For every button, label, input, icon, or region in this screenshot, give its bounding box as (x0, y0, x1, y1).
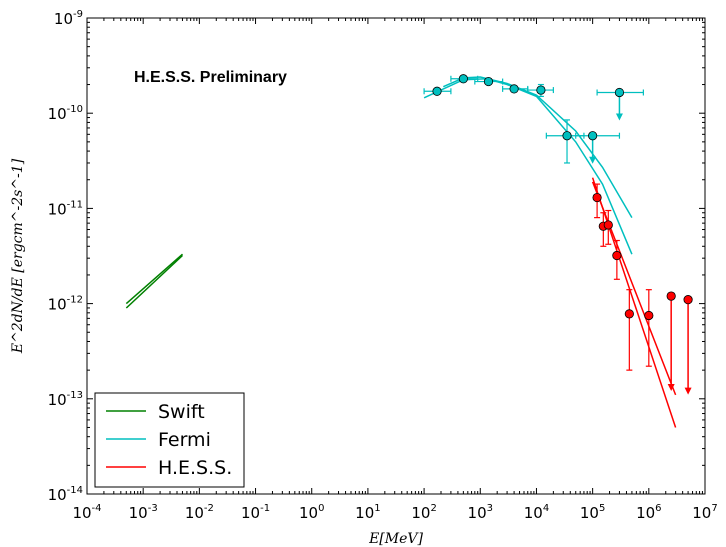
y-tick-label: 10-9 (54, 9, 83, 28)
hess-model-line (591, 181, 677, 396)
fermi-data-point (432, 86, 442, 96)
x-tick-base: 10 (129, 504, 148, 522)
y-tick-label: 10-12 (48, 295, 83, 314)
legend-box (94, 392, 245, 488)
fermi-data-point (562, 131, 572, 141)
x-tick-label: 101 (355, 503, 380, 522)
hess-data-point (624, 309, 634, 319)
x-tick-base: 10 (185, 504, 204, 522)
y-axis-label: E^2dN/dE [ergcm^-2s^-1] (10, 158, 26, 354)
x-tick-label: 10-1 (241, 503, 270, 522)
y-tick-label: 10-11 (48, 199, 83, 218)
y-tick-exponent: -10 (67, 104, 83, 115)
x-tick-label: 103 (468, 503, 493, 522)
x-tick-label: 100 (299, 503, 324, 522)
x-tick-exponent: 3 (487, 503, 493, 514)
x-axis-label: E[MeV] (368, 531, 423, 547)
data-marks (125, 74, 693, 428)
x-tick-exponent: 6 (655, 503, 661, 514)
hess-upper-limit-head (684, 387, 692, 395)
annotation-label: H.E.S.S. Preliminary (134, 69, 287, 86)
hess-data-point (683, 295, 693, 305)
legend-hess-label: H.E.S.S. (158, 457, 232, 479)
series-fermi (423, 74, 644, 255)
y-tick-exponent: -13 (67, 390, 83, 401)
x-tick-exponent: -3 (148, 503, 158, 514)
fermi-data-point (509, 84, 519, 94)
x-tick-label: 104 (524, 503, 549, 522)
hess-data-point (612, 250, 622, 261)
x-tick-exponent: -1 (260, 503, 270, 514)
fermi-data-point (483, 76, 494, 87)
x-tick-label: 10-4 (72, 503, 101, 522)
y-tick-label: 10-13 (48, 390, 83, 409)
y-tick-base: 10 (48, 486, 67, 504)
fermi-data-point (458, 74, 468, 84)
fermi-data-point (536, 85, 546, 95)
y-tick-label: 10-14 (48, 485, 83, 504)
legend-swift-label: Swift (158, 401, 205, 423)
hess-data-point (603, 220, 613, 230)
fermi-data-point (614, 87, 625, 98)
x-tick-label: 105 (580, 503, 605, 522)
fermi-upper-limit-head (615, 113, 623, 121)
x-tick-exponent: 1 (374, 503, 380, 514)
x-tick-base: 10 (580, 504, 599, 522)
x-tick-base: 10 (72, 504, 91, 522)
x-tick-base: 10 (411, 504, 430, 522)
y-tick-exponent: -9 (73, 9, 83, 20)
x-tick-base: 10 (355, 504, 374, 522)
x-tick-exponent: 4 (543, 503, 549, 514)
x-tick-base: 10 (636, 504, 655, 522)
fermi-upper-limit-head (589, 156, 597, 164)
x-tick-exponent: -2 (204, 503, 214, 514)
x-tick-exponent: 5 (599, 503, 605, 514)
x-tick-base: 10 (468, 504, 487, 522)
y-tick-exponent: -14 (67, 485, 83, 496)
y-tick-base: 10 (48, 105, 67, 123)
y-tick-exponent: -12 (67, 295, 83, 306)
x-tick-label: 107 (692, 503, 717, 522)
x-tick-label: 106 (636, 503, 661, 522)
x-tick-exponent: -4 (92, 503, 102, 514)
swift-model-line (125, 253, 183, 305)
hess-upper-limit-head (667, 384, 675, 392)
series-hess (591, 177, 693, 428)
fermi-data-point (588, 131, 598, 141)
y-tick-base: 10 (54, 10, 73, 28)
y-tick-base: 10 (48, 296, 67, 314)
y-tick-exponent: -11 (67, 199, 83, 210)
x-tick-exponent: 7 (711, 503, 717, 514)
x-tick-label: 102 (411, 503, 436, 522)
x-tick-base: 10 (241, 504, 260, 522)
y-tick-base: 10 (48, 391, 67, 409)
x-tick-base: 10 (524, 504, 543, 522)
hess-data-point (644, 310, 654, 321)
hess-data-point (666, 291, 676, 301)
x-tick-labels: 10-4 10-3 10-2 10-1 100 101 102 103 104 105 106 107 (72, 503, 717, 522)
x-tick-label: 10-3 (129, 503, 158, 522)
plot-frame (86, 17, 706, 495)
legend: Swift Fermi H.E.S.S. (94, 392, 245, 488)
x-tick-exponent: 0 (318, 503, 324, 514)
swift-model-line (125, 254, 184, 309)
x-tick-label: 10-2 (185, 503, 214, 522)
hess-data-point (592, 192, 602, 203)
x-tick-base: 10 (299, 504, 318, 522)
legend-fermi-label: Fermi (158, 429, 211, 451)
series-swift (125, 253, 184, 309)
x-tick-base: 10 (692, 504, 711, 522)
x-tick-exponent: 2 (430, 503, 436, 514)
y-tick-label: 10-10 (48, 104, 83, 123)
y-tick-base: 10 (48, 200, 67, 218)
